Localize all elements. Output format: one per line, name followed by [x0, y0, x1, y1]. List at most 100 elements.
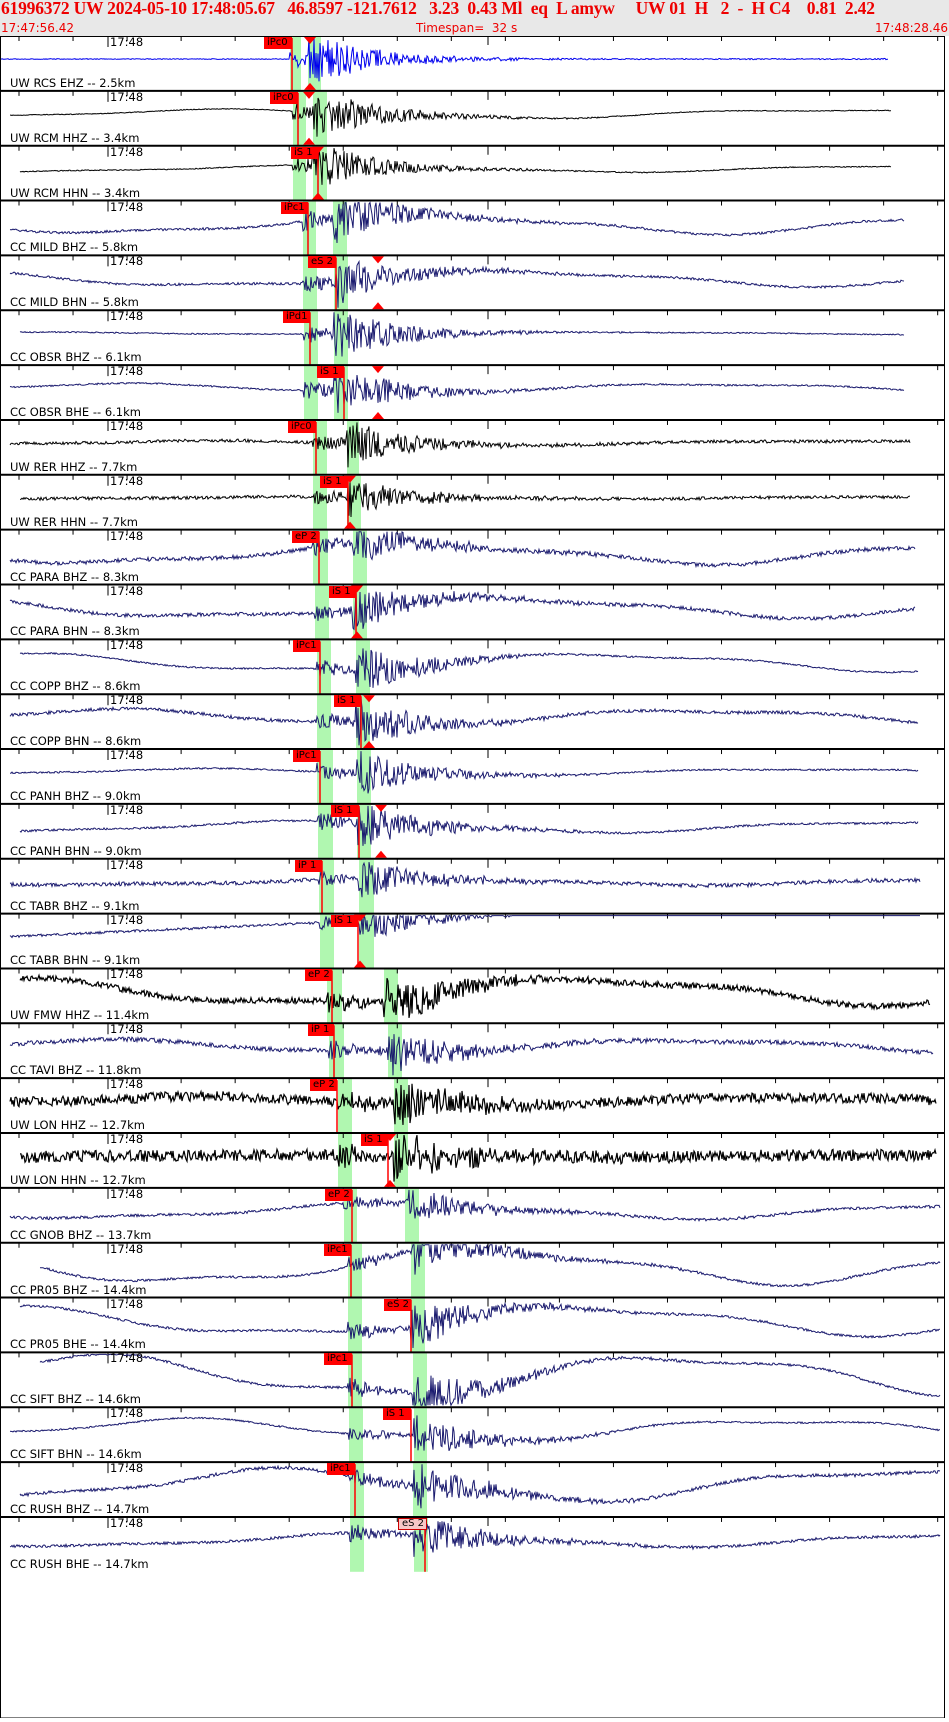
end-time: 17:48:28.46 [875, 21, 948, 35]
trace-panel[interactable] [0, 857, 944, 914]
time-tick-label: 17:48 [110, 473, 144, 488]
pick-flag[interactable]: eP 2 [310, 1079, 337, 1092]
pick-flag[interactable]: iPc1 [293, 640, 320, 653]
phase-window [293, 146, 306, 201]
pick-flag[interactable]: iS 1 [329, 585, 356, 598]
station-label: CC PANH BHZ -- 9.0km [10, 788, 141, 803]
phase-window [405, 1188, 419, 1243]
waveform [9, 1189, 941, 1222]
time-tick-label: 17:48 [110, 1515, 144, 1530]
trace-panel[interactable] [0, 473, 944, 530]
trace-panel[interactable] [0, 254, 944, 311]
trace-panel[interactable] [0, 1351, 944, 1408]
pick-flag[interactable]: iPc0 [288, 420, 316, 433]
pick-flag[interactable]: iPc1 [324, 1353, 352, 1366]
pick-flag[interactable]: iP 1 [308, 1024, 334, 1037]
waveform [19, 312, 905, 357]
pick-flag[interactable]: iS 1 [291, 146, 318, 159]
amplitude-marker-icon [304, 37, 316, 44]
waveform [9, 259, 905, 308]
trace-panel[interactable] [0, 1461, 944, 1517]
trace-panel[interactable] [0, 1186, 944, 1243]
waveform [9, 861, 921, 898]
pick-flag[interactable]: iPc1 [281, 201, 308, 214]
trace-panel[interactable] [0, 967, 944, 1024]
time-tick-label: 17:48 [110, 1186, 144, 1201]
pick-flag[interactable]: iP 1 [295, 859, 322, 872]
amplitude-marker-icon [372, 366, 384, 374]
trace-panel[interactable] [0, 583, 944, 640]
amplitude-marker-icon [303, 137, 315, 145]
pick-flag[interactable]: iS 1 [383, 1408, 411, 1421]
waveform [20, 1134, 937, 1182]
time-tick-label: 17:48 [110, 254, 144, 269]
waveform [9, 751, 919, 794]
trace-panel[interactable] [0, 199, 944, 256]
time-tick-label: 17:48 [110, 1461, 144, 1476]
trace-panel[interactable] [0, 802, 944, 859]
pick-flag[interactable]: eP 2 [305, 969, 332, 982]
phase-window [303, 256, 317, 311]
trace-panel[interactable] [0, 693, 944, 750]
pick-flag[interactable]: iS 1 [331, 914, 358, 927]
station-label: CC MILD BHZ -- 5.8km [10, 240, 139, 255]
pick-flag[interactable]: eS 2 [308, 256, 336, 269]
pick-flag[interactable]: iPd1 [283, 311, 310, 324]
header-bar: 61996372 UW 2024-05-10 17:48:05.67 46.85… [0, 0, 949, 36]
trace-panel[interactable] [0, 1406, 944, 1463]
trace-panel[interactable] [0, 364, 944, 420]
pick-flag[interactable]: iS 1 [334, 695, 361, 708]
station-label: CC PR05 BHZ -- 14.4km [10, 1282, 147, 1297]
pick-flag[interactable]: iPc1 [327, 1463, 355, 1476]
time-tick-label: 17:48 [110, 418, 144, 433]
trace-panel[interactable] [0, 1296, 944, 1353]
trace-panel[interactable] [0, 748, 944, 804]
pick-flag[interactable]: iPc0 [264, 37, 292, 49]
amplitude-marker-icon [384, 1179, 396, 1187]
station-label: CC OBSR BHE -- 6.1km [10, 404, 141, 419]
trace-panel[interactable] [0, 912, 944, 969]
trace-panel[interactable] [0, 35, 944, 91]
waveform [9, 1415, 940, 1451]
station-label: CC PANH BHN -- 9.0km [10, 843, 142, 858]
event-summary: 61996372 UW 2024-05-10 17:48:05.67 46.85… [1, 0, 875, 18]
station-label: CC OBSR BHZ -- 6.1km [10, 350, 142, 365]
waveform [9, 201, 905, 244]
pick-flag[interactable]: iPc1 [293, 750, 320, 763]
trace-panel[interactable] [0, 1022, 944, 1079]
seismogram-traces[interactable] [0, 35, 949, 1719]
amplitude-marker-icon [351, 631, 363, 639]
trace-panel[interactable] [0, 89, 944, 146]
waveform [19, 1464, 941, 1509]
pick-flag[interactable]: iS 1 [320, 475, 348, 488]
time-tick-label: 17:48 [110, 912, 144, 927]
waveform [10, 97, 892, 137]
trace-panel[interactable] [0, 1241, 944, 1298]
pick-flag[interactable]: eS 2 [384, 1298, 411, 1311]
trace-panel[interactable] [0, 638, 944, 695]
pick-flag[interactable]: iPc1 [324, 1243, 351, 1256]
station-label: CC GNOB BHZ -- 13.7km [10, 1227, 152, 1242]
trace-panel[interactable] [0, 1515, 944, 1572]
time-tick-label: 17:48 [110, 199, 144, 214]
pick-flag[interactable]: iPc0 [270, 91, 298, 104]
trace-panel[interactable] [0, 1077, 944, 1133]
trace-panel[interactable] [0, 418, 944, 475]
amplitude-marker-icon [372, 411, 384, 419]
trace-panel[interactable] [0, 528, 944, 585]
waveform [9, 1083, 937, 1125]
seismogram-panel[interactable]: 17:48 UW RCS EHZ -- 2.5km iPc0 17:48 UW RCM … [0, 35, 949, 1722]
phase-window [304, 366, 318, 420]
pick-flag[interactable]: iS 1 [331, 804, 359, 817]
amplitude-marker-icon [312, 192, 324, 200]
trace-panel[interactable] [0, 1132, 944, 1188]
station-label: UW RCM HHN -- 3.4km [10, 185, 141, 200]
pick-flag[interactable]: eS 2 [398, 1517, 427, 1530]
waveform [19, 1301, 941, 1349]
pick-flag[interactable]: iS 1 [361, 1134, 388, 1146]
pick-flag[interactable]: eP 2 [292, 530, 319, 543]
pick-flag[interactable]: eP 2 [325, 1188, 352, 1201]
pick-flag[interactable]: iS 1 [317, 366, 344, 379]
trace-panel[interactable] [0, 309, 944, 366]
phase-window [338, 1079, 352, 1133]
